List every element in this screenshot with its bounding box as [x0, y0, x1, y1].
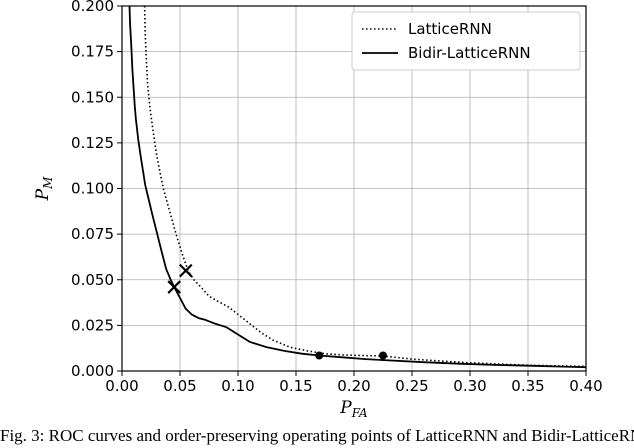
y-tick-label: 0.200	[71, 0, 114, 15]
y-tick-label: 0.000	[71, 362, 114, 380]
y-tick-label: 0.150	[71, 88, 114, 106]
y-tick-label: 0.175	[71, 43, 114, 61]
legend-box	[351, 11, 581, 71]
x-tick-label: 0.15	[279, 377, 312, 395]
y-tick-label: 0.075	[71, 225, 114, 243]
y-tick-label: 0.025	[71, 316, 114, 334]
y-tick-label: 0.050	[71, 271, 114, 289]
marker-layer	[167, 263, 387, 360]
dot-marker	[315, 351, 324, 360]
x-tick-label: 0.25	[395, 377, 428, 395]
series-line-bidir-latticernn	[128, 5, 587, 369]
x-tick-label: 0.20	[337, 377, 370, 395]
x-marker	[167, 280, 181, 294]
dot-marker	[379, 351, 387, 360]
series-layer	[128, 5, 587, 369]
x-tick-label: 0.00	[105, 377, 138, 395]
figure-caption: Fig. 3: ROC curves and order-preserving …	[0, 426, 634, 445]
x-marker-stroke	[167, 280, 181, 294]
x-axis-label: PFA	[339, 398, 368, 420]
x-marker	[179, 263, 193, 278]
y-tick-label: 0.100	[71, 180, 114, 198]
legend-label-latticernn: LatticeRNN	[408, 20, 492, 38]
y-axis-label: PM	[33, 176, 55, 201]
x-tick-label: 0.10	[221, 377, 254, 395]
axis-ticks: 0.00 0.05 0.10 0.15 0.20 0.25 0.30 0.35 0.40 0.00…	[71, 0, 603, 395]
x-tick-label: 0.05	[163, 377, 196, 395]
x-tick-label: 0.35	[511, 377, 544, 395]
roc-chart: 0.00 0.05 0.10 0.15 0.20 0.25 0.30 0.35 0.40 0.00…	[33, 0, 603, 420]
legend: LatticeRNN Bidir-LatticeRNN	[351, 11, 581, 71]
legend-label-bidir-latticernn: Bidir-LatticeRNN	[408, 44, 531, 62]
x-marker-stroke	[179, 263, 193, 278]
x-tick-label: 0.30	[453, 377, 486, 395]
y-tick-label: 0.125	[71, 134, 114, 152]
x-tick-label: 0.40	[569, 377, 602, 395]
